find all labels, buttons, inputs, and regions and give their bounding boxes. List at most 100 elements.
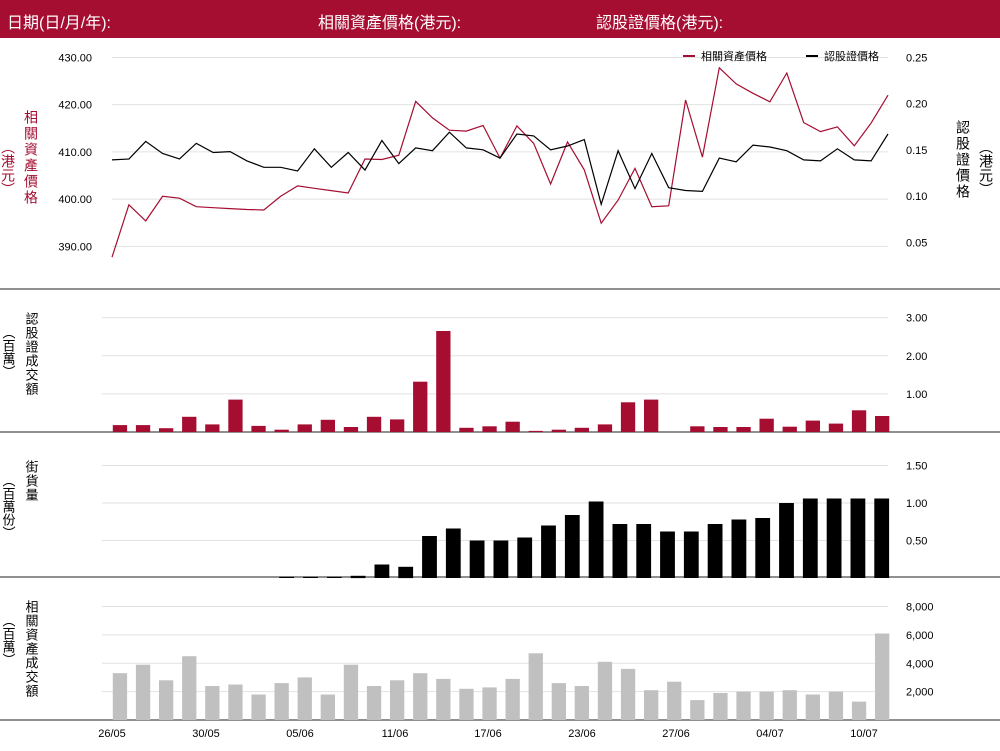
underlying-turnover-bar [667,681,682,720]
warrant-turnover-bar [366,416,382,433]
warrant-turnover-bar [459,427,474,432]
outstanding-bar [755,518,771,578]
warrant-turnover-bar [436,331,451,432]
warrant-turnover-bar [482,426,497,432]
right-tick-label: 0.05 [906,237,927,249]
date-label: 日期(日/月/年): [7,15,111,32]
left-tick-label: 400.00 [58,194,92,206]
right-tick-label: 1.50 [906,461,927,473]
warrant-turnover-bar [112,425,128,432]
outstanding-bar [303,576,318,578]
warrant-turnover-bar [644,399,659,432]
outstanding-bar [541,525,556,578]
left-axis-title: 相關資產價格 [23,110,39,206]
x-tick-label: 11/06 [382,728,409,740]
underlying-turnover-bar [482,687,497,720]
outstanding-bar [588,501,604,578]
warrant-turnover-bar [805,420,820,432]
underlying-turnover-bar [413,673,428,720]
outstanding-bar [493,540,509,578]
underlying-turnover-bar [528,653,543,720]
right-tick-label: 2,000 [906,687,934,699]
warrant-turnover-bar [551,429,566,432]
x-tick-label: 30/05 [192,728,220,740]
underlying-turnover-bar [805,694,820,720]
underlying-turnover-bar [551,683,566,720]
left-tick-label: 390.00 [58,241,92,253]
header-bar: 日期(日/月/年): 相關資產價格(港元): 認股證價格(港元): [0,0,1000,38]
underlying-turnover-bar [736,691,751,720]
warrant-turnover-bar [782,426,797,432]
warrant-turnover-bar [828,423,844,432]
right-tick-label: 1.00 [906,498,927,510]
warrant-turnover-bar [343,427,359,432]
underlying-turnover-bar [297,677,312,720]
underlying-turnover-bar [390,680,405,720]
warrant-turnover-bar [320,419,335,432]
outstanding-axis-unit: （百萬份） [1,474,16,539]
outstanding-bar [350,575,366,579]
underlying-turnover-bar [851,701,867,720]
outstanding-bar [326,576,342,578]
underlying-price-label: 相關資產價格(港元): [318,15,462,32]
outstanding-axis-title: 街貨量 [24,460,39,502]
underlying-turnover-bar [228,684,243,720]
warrant-turnover-axis-title: 認股證成交額 [24,311,39,396]
right-tick-label: 4,000 [906,658,934,670]
right-tick-label: 6,000 [906,630,934,642]
underlying-turnover-bar [274,683,289,720]
series-line-underlying [111,66,889,258]
warrant-turnover-bar [159,428,174,432]
legend-label: 相關資產價格 [701,49,767,63]
underlying-turnover-bar [112,673,128,720]
underlying-turnover-bar [459,688,474,720]
x-tick-label: 17/06 [474,728,502,740]
legend-label: 認股證價格 [824,49,879,63]
warrant-price-label: 認股證價格(港元): [596,15,724,32]
underlying-turnover-bar [366,686,382,720]
left-tick-label: 420.00 [58,100,92,112]
underlying-turnover-bar [135,664,151,720]
x-tick-label: 05/06 [286,728,314,740]
right-tick-label: 0.25 [906,52,927,64]
underlying-turnover-bar [505,678,520,720]
x-tick-label: 04/07 [756,728,784,740]
x-tick-label: 26/05 [98,728,126,740]
warrant-turnover-bar [413,381,428,432]
warrant-turnover-bar [251,425,266,432]
warrant-turnover-bar [851,410,867,432]
right-tick-label: 8,000 [906,602,934,614]
series-line-warrant [111,131,889,207]
right-tick-label: 1.00 [906,389,927,401]
warrant-turnover-bar [597,424,613,432]
outstanding-bar [279,576,294,578]
warrant-turnover-bar [528,430,543,432]
outstanding-bar [398,566,414,579]
warrant-turnover-bar [390,419,405,432]
warrant-turnover-bar [274,429,289,432]
warrant-turnover-bar [713,427,728,432]
warrant-turnover-bar [759,418,774,432]
underlying-turnover-axis-unit: （百萬） [1,614,16,666]
outstanding-bar [683,531,699,578]
underlying-turnover-bar [574,686,589,720]
warrant-turnover-bar [736,427,751,432]
underlying-turnover-bar [436,678,451,720]
underlying-turnover-axis-title: 相關資產成交額 [24,600,39,698]
underlying-turnover-bar [782,690,797,720]
left-tick-label: 410.00 [58,147,92,159]
underlying-turnover-bar [251,694,266,720]
warrant-turnover-bar [182,416,197,433]
outstanding-bar [660,531,675,578]
outstanding-bar [374,564,390,578]
outstanding-bar [636,524,652,578]
underlying-turnover-bar [182,656,197,720]
underlying-turnover-bar [875,633,890,720]
underlying-turnover-bar [205,686,220,720]
outstanding-bar [422,536,437,578]
outstanding-bar [469,540,485,578]
outstanding-bar [779,503,794,578]
left-axis-unit: （港元） [0,140,16,196]
outstanding-bar [445,528,461,578]
x-tick-label: 10/07 [850,728,878,740]
